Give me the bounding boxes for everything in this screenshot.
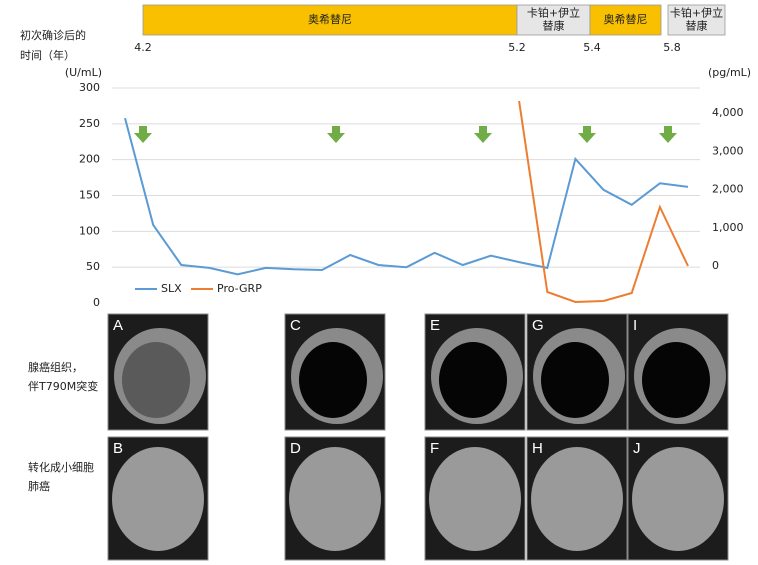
y-tick-label: 0 [93,296,100,309]
panel-letter: F [430,440,439,457]
time-label: 5.4 [583,41,601,54]
y-tick-label: 250 [79,117,100,130]
treatment-bar [667,4,726,36]
drug-arrows [134,126,677,143]
panel-letter: B [113,440,123,457]
y2-tick-label: 2,000 [712,183,744,196]
row-label: 腺癌组织， [28,360,83,374]
time-label: 5.8 [663,41,681,54]
series-line [518,100,689,304]
y2-tick-label: 4,000 [712,106,744,119]
treatment-label: 替康 [543,19,565,33]
arrow [474,126,492,143]
panel-letter: J [633,440,641,457]
ct-lung [642,342,710,418]
arrow [578,126,596,143]
y-tick-label: 50 [86,260,100,273]
ct-lung [122,342,190,418]
arrow [659,126,677,143]
y2-tick-label: 1,000 [712,221,744,234]
arrow [327,126,345,143]
row-label: 肺癌 [28,479,50,493]
ct-lung [439,342,507,418]
y-tick-label: 150 [79,189,100,202]
ct-lung [541,342,609,418]
row-label: 转化成小细胞 [28,460,94,474]
legend-label: SLX [161,282,182,295]
y2-unit: (pg/mL) [708,66,751,79]
panel-letter: H [532,440,543,457]
time-label: 5.2 [508,41,526,54]
y-tick-label: 200 [79,153,100,166]
ct-liver [632,447,724,551]
y-unit: (U/mL) [65,66,102,79]
ct-lung [299,342,367,418]
panel-letter: E [430,317,440,334]
ct-liver [289,447,381,551]
panel-letter: A [113,317,123,334]
treatment-bar [589,4,662,36]
panel-letter: D [290,440,301,457]
ct-liver [531,447,623,551]
panel-letter: I [633,317,637,334]
treatment-label: 奥希替尼 [604,12,648,26]
time-axis-label: 时间（年） [20,48,75,62]
treatment-label: 奥希替尼 [308,12,352,26]
treatment-label: 替康 [686,19,708,33]
y-tick-label: 100 [79,224,100,237]
time-label: 4.2 [134,41,152,54]
panel-letter: G [532,317,544,334]
panel-letter: C [290,317,301,334]
treatment-bar [142,4,518,36]
treatment-label: 卡铂+伊立 [670,6,723,20]
series-line [124,117,689,276]
y2-tick-label: 3,000 [712,144,744,157]
treatment-bar [516,4,591,36]
arrow [134,126,152,143]
ct-liver [112,447,204,551]
legend-label: Pro-GRP [217,282,262,295]
treatment-label: 卡铂+伊立 [527,6,580,20]
time-axis-label: 初次确诊后的 [20,28,86,42]
ct-liver [429,447,521,551]
row-label: 伴T790M突变 [28,379,98,393]
y2-tick-label: 0 [712,259,719,272]
y-tick-label: 300 [79,81,100,94]
